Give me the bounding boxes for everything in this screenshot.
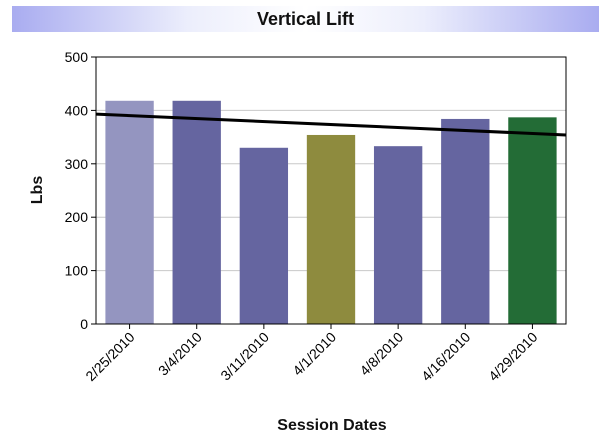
x-tick-label: 4/29/2010: [485, 329, 541, 385]
bars: [105, 100, 557, 325]
bar-4-29-2010: [508, 117, 557, 324]
chart-title: Vertical Lift: [256, 9, 355, 29]
y-tick-label: 100: [65, 263, 89, 279]
y-tick-label: 300: [65, 156, 89, 172]
y-tick-label: 400: [65, 102, 89, 118]
bar-3-11-2010: [239, 147, 289, 324]
bar-4-16-2010: [441, 118, 490, 324]
x-tick-label: 3/11/2010: [217, 329, 272, 384]
trendline: [95, 112, 567, 137]
y-tick-labels: 0 100 200 300 400 500: [65, 49, 96, 332]
x-axis-title: Session Dates: [277, 417, 386, 434]
y-tick-label: 200: [65, 209, 89, 225]
x-tick-label: 4/1/2010: [289, 329, 339, 379]
y-tick-label: 0: [80, 316, 88, 332]
x-tick-label: 4/8/2010: [356, 329, 406, 379]
bar-4-1-2010: [306, 134, 356, 324]
y-tick-label: 500: [65, 49, 89, 65]
trendline-group: [95, 112, 567, 137]
x-tick-label: 4/16/2010: [418, 329, 474, 385]
x-tick-label: 2/25/2010: [82, 329, 138, 385]
bar-4-8-2010: [373, 146, 423, 324]
chart-title-bar: Vertical Lift: [12, 6, 599, 32]
bar-2-25-2010: [105, 100, 154, 325]
x-tick-label: 3/4/2010: [155, 329, 205, 379]
bar-3-4-2010: [172, 100, 221, 325]
x-tick-labels: 2/25/2010 3/4/2010 3/11/2010 4/1/2010 4/8/20…: [82, 324, 541, 385]
y-axis-title: Lbs: [29, 176, 46, 205]
